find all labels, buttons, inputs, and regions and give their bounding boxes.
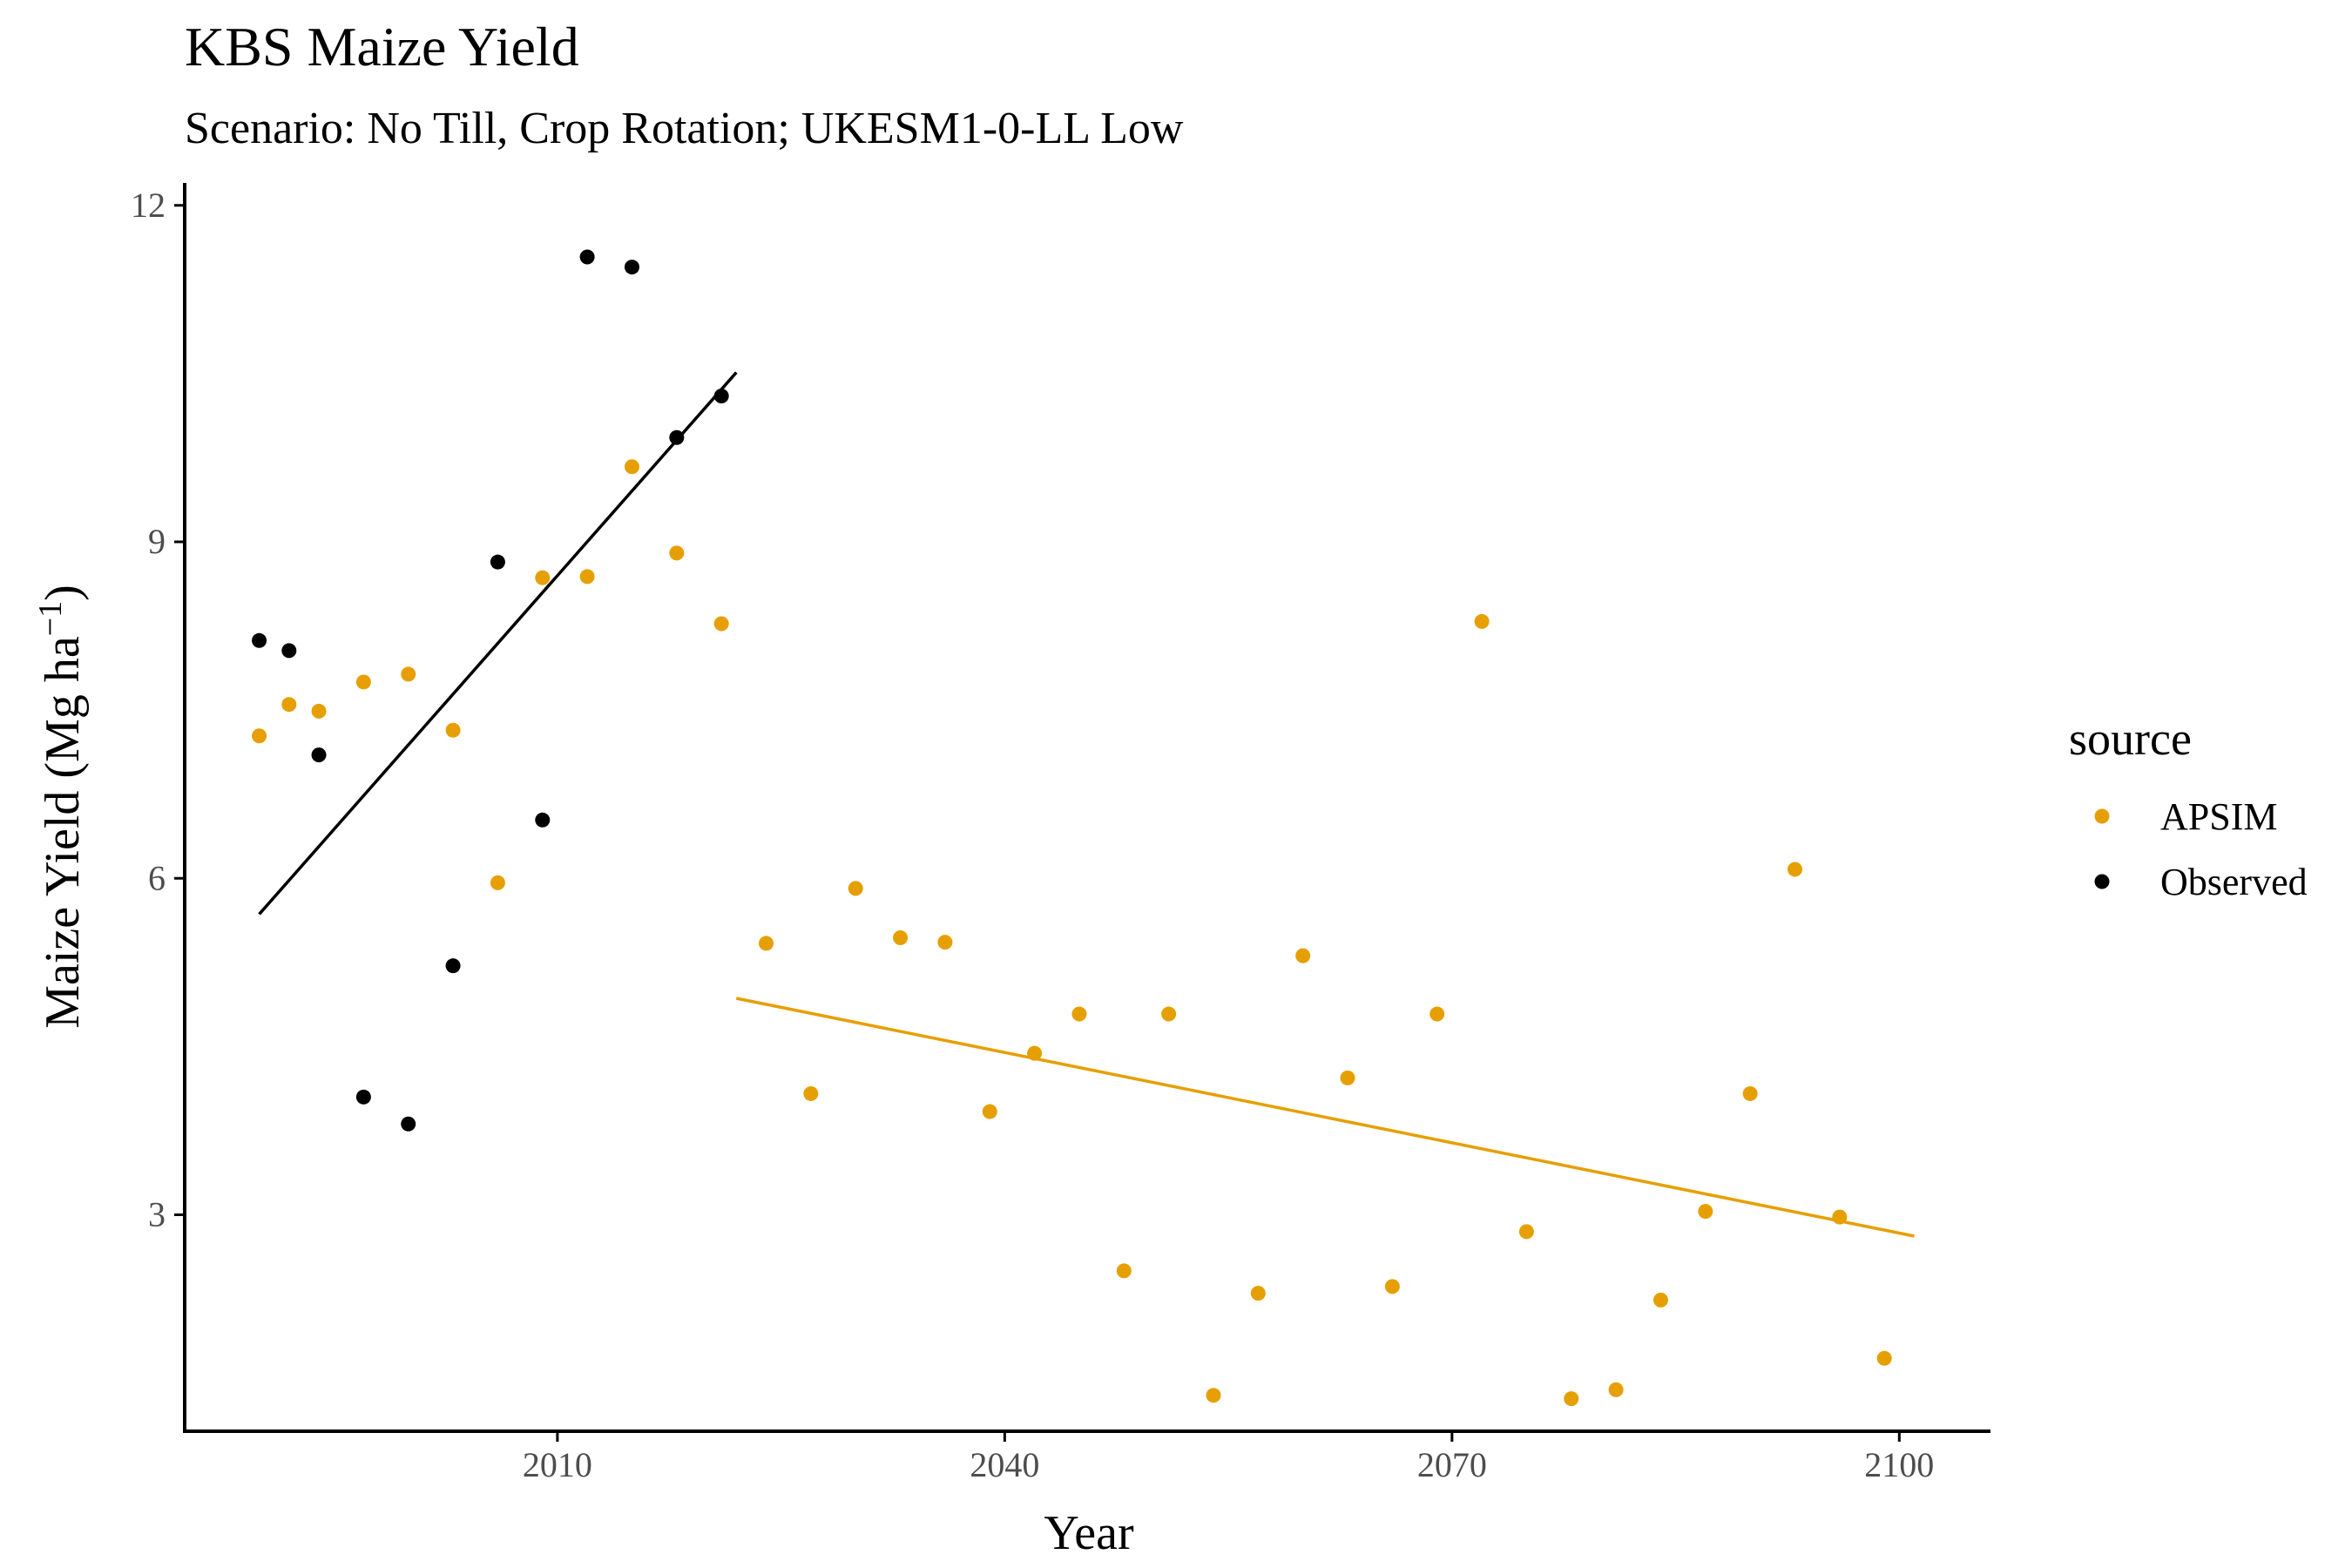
- apsim-point: [281, 697, 297, 713]
- apsim-point: [579, 569, 595, 585]
- observed-point: [579, 249, 595, 265]
- apsim-point: [1518, 1224, 1534, 1240]
- observed-point: [252, 632, 267, 648]
- apsim-point: [1698, 1204, 1713, 1220]
- observed-point: [355, 1089, 371, 1105]
- apsim-point: [937, 935, 953, 950]
- y-tick-label: 3: [148, 1195, 166, 1234]
- legend-items: APSIM Observed: [2094, 795, 2308, 903]
- apsim-point: [1876, 1350, 1892, 1366]
- legend: source APSIM Observed: [2069, 713, 2308, 903]
- apsim-point: [1652, 1292, 1668, 1308]
- apsim-point: [1027, 1045, 1043, 1061]
- x-tick-label: 2040: [970, 1445, 1039, 1484]
- axes: [183, 183, 1990, 1433]
- x-axis-title: Year: [1044, 1506, 1134, 1560]
- y-axis-title-superscript: −1: [32, 601, 69, 636]
- observed-point: [281, 643, 297, 659]
- apsim-point: [1474, 613, 1490, 629]
- apsim-point: [1787, 862, 1802, 877]
- observed-point: [445, 958, 461, 974]
- apsim-point: [1071, 1006, 1087, 1022]
- x-tick-label: 2010: [523, 1445, 592, 1484]
- apsim-point: [759, 936, 774, 951]
- legend-key-apsim: [2094, 808, 2110, 824]
- observed-point: [490, 554, 505, 570]
- apsim-point: [713, 616, 729, 632]
- y-axis-title-close: ): [36, 585, 90, 601]
- apsim-point: [848, 881, 863, 896]
- observed-point: [535, 812, 551, 828]
- apsim-point: [1161, 1006, 1177, 1022]
- x-tick-label: 2100: [1864, 1445, 1934, 1484]
- y-axis-title: Maize Yield (Mg ha−1): [32, 585, 90, 1029]
- y-ticks: 3 6 9 12: [131, 186, 185, 1234]
- legend-label-observed: Observed: [2160, 861, 2308, 903]
- apsim-point: [1742, 1085, 1758, 1101]
- apsim-point: [490, 875, 505, 890]
- observed-point: [311, 747, 327, 763]
- apsim-point: [1384, 1279, 1400, 1294]
- apsim-point: [1832, 1209, 1848, 1225]
- apsim-point: [355, 674, 371, 690]
- apsim-point: [1564, 1391, 1579, 1407]
- data-points: [252, 249, 1892, 1407]
- apsim-point: [1116, 1263, 1132, 1279]
- apsim-trend-line: [735, 997, 1915, 1238]
- apsim-point: [1608, 1382, 1624, 1397]
- chart-subtitle: Scenario: No Till, Crop Rotation; UKESM1…: [185, 104, 1184, 153]
- y-tick-label: 6: [148, 858, 166, 897]
- apsim-point: [1250, 1286, 1266, 1301]
- apsim-point: [1340, 1070, 1355, 1085]
- observed-point: [713, 389, 729, 404]
- y-tick-label: 9: [148, 522, 166, 561]
- apsim-point: [252, 728, 267, 744]
- trend-lines: [258, 371, 1915, 1238]
- observed-point: [401, 1116, 416, 1132]
- observed-trend-line: [258, 371, 738, 916]
- legend-key-observed: [2094, 874, 2110, 889]
- apsim-point: [803, 1085, 819, 1101]
- x-ticks: 2010 2040 2070 2100: [523, 1431, 1934, 1484]
- apsim-point: [1206, 1388, 1221, 1403]
- apsim-point: [445, 722, 461, 738]
- apsim-point: [893, 929, 909, 945]
- x-tick-label: 2070: [1417, 1445, 1487, 1484]
- apsim-point: [1295, 948, 1311, 963]
- apsim-point: [624, 459, 639, 475]
- y-axis-title-main: Maize Yield (Mg ha: [36, 636, 90, 1029]
- apsim-point: [669, 545, 685, 561]
- legend-label-apsim: APSIM: [2160, 795, 2278, 838]
- legend-title: source: [2069, 713, 2192, 765]
- observed-point: [669, 429, 685, 445]
- apsim-point: [401, 666, 416, 682]
- y-tick-label: 12: [131, 186, 166, 225]
- chart-title: KBS Maize Yield: [185, 16, 579, 78]
- observed-point: [624, 260, 639, 275]
- apsim-point: [311, 703, 327, 719]
- apsim-point: [982, 1104, 997, 1119]
- apsim-point: [1429, 1006, 1445, 1022]
- apsim-point: [535, 570, 551, 585]
